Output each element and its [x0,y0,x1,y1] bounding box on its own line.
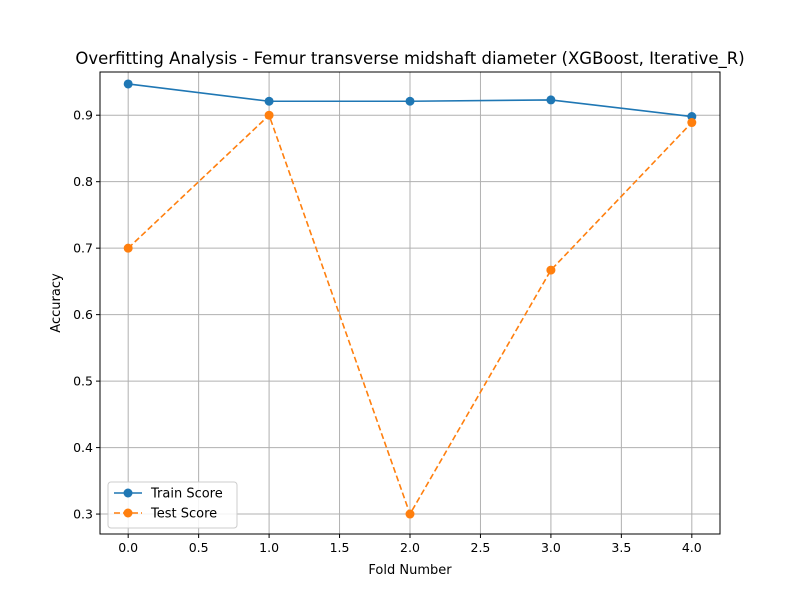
grid [100,72,720,534]
y-axis-label: Accuracy [49,273,64,333]
data-point-test-score [687,118,697,128]
y-tick-label: 0.6 [73,307,93,322]
y-tick-label: 0.7 [73,241,93,256]
data-point-train-score [264,96,274,106]
y-tick-label: 0.9 [73,108,93,123]
x-tick-label: 0.0 [118,540,138,555]
data-point-train-score [546,95,556,105]
x-tick-label: 3.0 [541,540,561,555]
legend-label-test-score: Test Score [150,507,217,522]
series-train-score [123,79,697,122]
chart-title: Overfitting Analysis - Femur transverse … [75,49,744,69]
data-point-test-score [264,110,274,120]
series-test-score [123,110,697,519]
legend: Train Score Test Score [107,481,238,529]
data-point-test-score [123,243,133,253]
series-layer [123,79,697,519]
x-tick-label: 4.0 [682,540,702,555]
x-tick-label: 1.0 [259,540,279,555]
y-tick-label: 0.8 [73,174,93,189]
y-tick-label: 0.4 [73,440,93,455]
data-point-train-score [405,96,415,106]
data-point-train-score [123,79,133,89]
x-tick-label: 1.5 [330,540,350,555]
x-tick-label: 2.0 [400,540,420,555]
data-point-test-score [546,265,556,275]
y-tick-label: 0.3 [73,507,93,522]
y-axis: 0.3 0.4 0.5 0.6 0.7 0.8 0.9 [73,108,100,522]
legend-label-train-score: Train Score [150,487,223,502]
data-point-test-score [405,509,415,519]
legend-marker-test-score [123,508,133,518]
x-axis: 0.0 0.5 1.0 1.5 2.0 2.5 3.0 3.5 4.0 [118,534,702,555]
legend-marker-train-score [123,488,133,498]
x-axis-label: Fold Number [368,563,452,578]
x-tick-label: 0.5 [189,540,209,555]
x-tick-label: 2.5 [471,540,491,555]
y-tick-label: 0.5 [73,374,93,389]
x-tick-label: 3.5 [611,540,631,555]
